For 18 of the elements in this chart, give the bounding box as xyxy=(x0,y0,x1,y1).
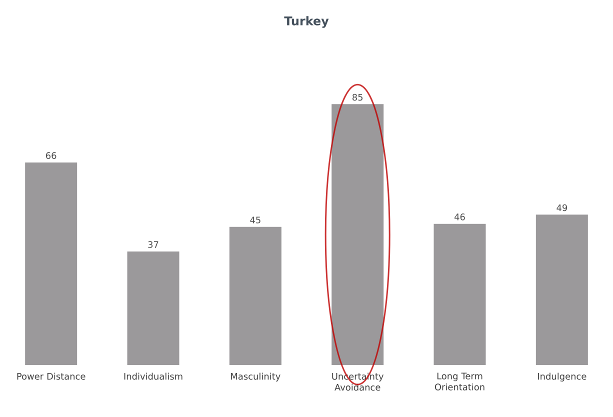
bar xyxy=(332,104,384,365)
x-tick-label: Long Term Orientation xyxy=(434,372,484,390)
bar xyxy=(229,226,282,365)
bar xyxy=(127,251,180,365)
bar xyxy=(434,224,486,365)
bar xyxy=(536,214,588,365)
chart-title: Turkey xyxy=(284,16,329,28)
x-tick-label: Power Distance xyxy=(17,372,86,380)
x-tick-label: Individualism xyxy=(124,372,182,380)
data-label: 46 xyxy=(454,214,465,220)
bar xyxy=(25,162,78,365)
data-label: 45 xyxy=(250,216,260,224)
data-label: 49 xyxy=(556,204,567,212)
x-tick-label: Masculinity xyxy=(231,372,280,382)
x-tick-label: Indulgence xyxy=(538,372,586,382)
data-label: 37 xyxy=(148,241,158,248)
data-label: 66 xyxy=(46,152,56,159)
data-label: 85 xyxy=(352,94,363,101)
